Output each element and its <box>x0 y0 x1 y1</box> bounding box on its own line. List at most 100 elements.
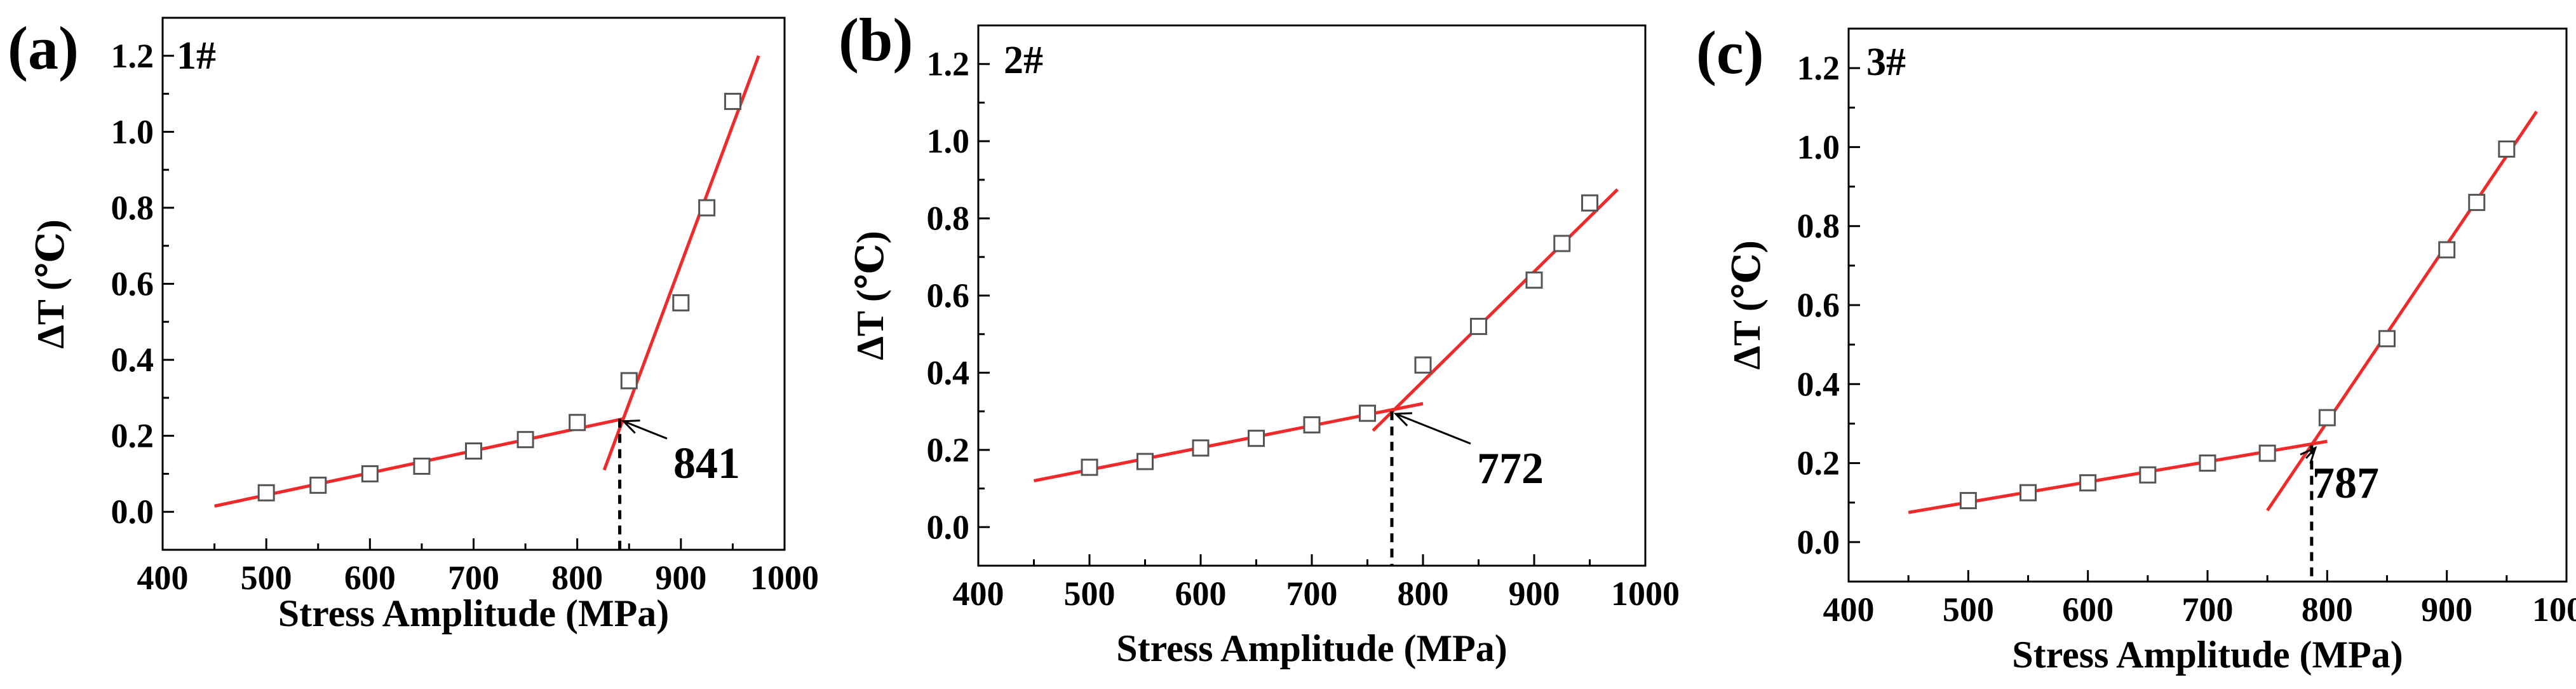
y-tick-label: 1.0 <box>927 122 970 160</box>
fit-line-high <box>602 55 760 471</box>
y-axis-title: ΔT (℃) <box>30 219 72 348</box>
x-tick-label: 800 <box>551 559 603 597</box>
y-tick-label: 0.0 <box>927 508 970 546</box>
y-tick-label: 0.2 <box>927 431 970 469</box>
chart-panel-3: (c) 3# 400 500 600 700 800 900 1000 0.0 0.2 0.4 0.6 0… <box>1696 18 2576 676</box>
data-point <box>516 431 534 449</box>
arrow-head-icon <box>1393 412 1413 426</box>
data-point <box>698 199 716 217</box>
y-tick-label: 1.2 <box>111 37 154 75</box>
data-point <box>1553 235 1571 252</box>
x-tick-label: 600 <box>2062 590 2114 629</box>
data-point <box>413 457 431 475</box>
fatigue-limit-label: 841 <box>673 439 740 488</box>
data-point <box>1581 194 1598 212</box>
x-tick-label: 600 <box>1175 575 1227 613</box>
plot-frame <box>1847 27 2568 583</box>
annotation-arrow <box>2305 447 2316 460</box>
data-point <box>620 372 638 390</box>
data-point <box>257 484 275 501</box>
x-tick-label: 800 <box>1398 575 1449 613</box>
data-point <box>1081 458 1098 476</box>
y-tick-label: 1.2 <box>927 45 970 83</box>
data-point <box>1414 356 1432 374</box>
y-tick-label: 0.2 <box>111 417 154 455</box>
panel-label: (b) <box>839 6 913 74</box>
x-axis-title: Stress Amplitude (MPa) <box>278 592 670 634</box>
data-point <box>361 465 379 482</box>
x-tick-label: 1000 <box>2532 590 2576 629</box>
x-tick-label: 600 <box>344 559 396 597</box>
data-point <box>2498 140 2516 158</box>
annotation-arrow <box>623 420 668 440</box>
data-point <box>724 93 741 111</box>
data-point <box>569 414 586 432</box>
data-point <box>2258 444 2276 462</box>
x-tick-label: 900 <box>1509 575 1560 613</box>
x-tick-label: 900 <box>2421 590 2472 629</box>
x-tick-label: 700 <box>1286 575 1338 613</box>
data-point <box>2318 409 2336 426</box>
data-point <box>2199 454 2216 472</box>
x-tick-label: 400 <box>953 575 1004 613</box>
annotation-arrow <box>1395 413 1471 445</box>
data-point <box>1192 439 1210 457</box>
fit-line-low <box>1908 439 2328 514</box>
data-point <box>1959 492 1977 510</box>
data-point <box>2438 241 2456 259</box>
y-tick-label: 0.4 <box>927 353 970 392</box>
x-tick-label: 1000 <box>1611 575 1680 613</box>
data-point <box>672 294 690 311</box>
y-tick-label: 0.6 <box>111 265 154 303</box>
y-tick-label: 1.0 <box>111 113 154 151</box>
data-point <box>1248 430 1265 447</box>
x-tick-label: 500 <box>241 559 292 597</box>
data-point <box>1525 271 1543 289</box>
data-point <box>1136 453 1154 470</box>
fit-line-low <box>1034 402 1424 482</box>
data-point <box>465 442 482 460</box>
sample-label: 2# <box>1004 39 1043 82</box>
fit-line-high <box>2266 111 2538 512</box>
x-tick-label: 800 <box>2302 590 2353 629</box>
fatigue-limit-label: 772 <box>1477 444 1544 493</box>
chart-panel-1: (a) 1# 400 500 600 700 800 900 1000 0.0 0.2 0.4 0.6 0… <box>8 14 819 634</box>
fatigue-limit-label: 787 <box>2312 459 2379 508</box>
x-tick-label: 700 <box>2182 590 2234 629</box>
data-point <box>2468 193 2486 211</box>
y-tick-label: 0.6 <box>1797 286 1840 324</box>
y-tick-label: 0.8 <box>111 189 154 227</box>
x-tick-label: 500 <box>1943 590 1994 629</box>
data-point <box>2020 484 2037 501</box>
y-axis-title: ΔT (℃) <box>1726 240 1768 369</box>
x-tick-label: 500 <box>1064 575 1116 613</box>
x-tick-label: 400 <box>1823 590 1875 629</box>
y-tick-label: 0.2 <box>1797 444 1840 482</box>
plot-frame <box>977 24 1647 567</box>
panel-label: (a) <box>8 14 79 82</box>
data-point <box>1303 416 1321 433</box>
sample-label: 3# <box>1866 41 1906 84</box>
y-tick-label: 0.8 <box>1797 207 1840 245</box>
y-tick-label: 0.0 <box>111 493 154 531</box>
x-axis-title: Stress Amplitude (MPa) <box>1116 627 1507 669</box>
data-point <box>2378 330 2396 348</box>
x-axis-title: Stress Amplitude (MPa) <box>2012 634 2403 676</box>
y-tick-label: 0.4 <box>1797 365 1840 403</box>
fit-line-high <box>1372 188 1619 432</box>
data-point <box>309 476 327 494</box>
y-axis-title: ΔT (℃) <box>849 231 891 360</box>
y-tick-label: 1.0 <box>1797 128 1840 166</box>
arrow-head-icon <box>621 420 640 434</box>
y-tick-label: 0.4 <box>111 341 154 379</box>
x-tick-label: 400 <box>137 559 189 597</box>
y-tick-label: 0.6 <box>927 276 970 315</box>
data-point <box>2139 466 2157 484</box>
chart-panel-2: (b) 2# 400 500 600 700 800 900 1000 0.0 0.2 0.4 0.6 0… <box>839 6 1680 669</box>
y-tick-label: 0.0 <box>1797 523 1840 561</box>
data-point <box>1470 318 1487 336</box>
sample-label: 1# <box>177 34 216 78</box>
x-tick-label: 1000 <box>750 559 819 597</box>
x-tick-label: 900 <box>655 559 706 597</box>
